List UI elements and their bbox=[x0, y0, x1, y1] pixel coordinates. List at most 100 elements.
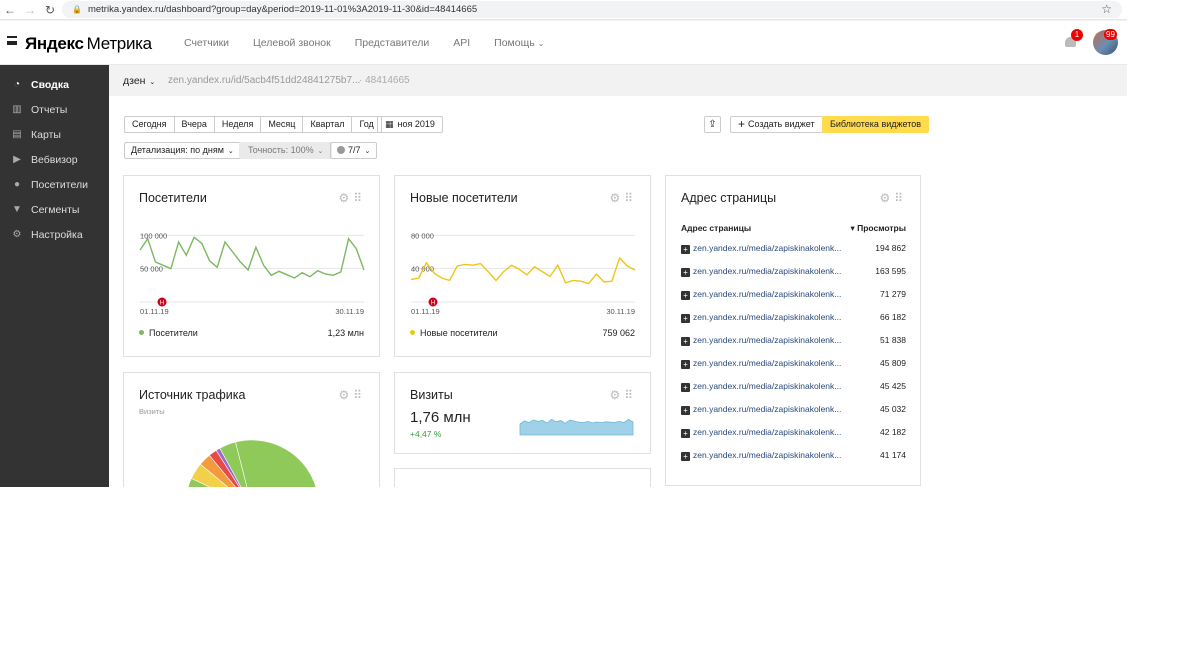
row-url[interactable]: zen.yandex.ru/media/zapiskinakolenk... bbox=[693, 266, 842, 276]
drag-handle-icon[interactable]: ⠿ bbox=[624, 388, 637, 402]
menu-icon[interactable] bbox=[7, 36, 17, 45]
logo[interactable]: Яндекс Метрика bbox=[25, 34, 152, 54]
row-url[interactable]: zen.yandex.ru/media/zapiskinakolenk... bbox=[693, 450, 842, 460]
table-row[interactable]: + zen.yandex.ru/media/zapiskinakolenk... 1… bbox=[681, 266, 906, 278]
row-url[interactable]: zen.yandex.ru/media/zapiskinakolenk... bbox=[693, 358, 842, 368]
expand-icon[interactable]: + bbox=[681, 383, 690, 392]
visitors-widget: Посетители ⚙⠿ 100 000 50 000 Н 01.11.19 30.1… bbox=[123, 175, 380, 357]
drag-handle-icon[interactable]: ⠿ bbox=[353, 388, 366, 402]
gear-icon[interactable]: ⚙ bbox=[338, 388, 354, 402]
x-tick-label: 01.11.19 bbox=[140, 307, 169, 316]
table-row[interactable]: + zen.yandex.ru/media/zapiskinakolenk... 4… bbox=[681, 450, 906, 462]
create-widget-label: Создать виджет bbox=[748, 119, 815, 129]
export-button[interactable]: ⇪ bbox=[704, 116, 721, 133]
row-url[interactable]: zen.yandex.ru/media/zapiskinakolenk... bbox=[693, 427, 842, 437]
gear-icon[interactable]: ⚙ bbox=[879, 191, 895, 205]
visits-value: 1,76 млн bbox=[410, 409, 471, 426]
expand-icon[interactable]: + bbox=[681, 337, 690, 346]
nav-representatives[interactable]: Представители bbox=[354, 37, 430, 49]
table-row[interactable]: + zen.yandex.ru/media/zapiskinakolenk... 5… bbox=[681, 335, 906, 347]
avatar-badge: 99 bbox=[1104, 29, 1117, 40]
sidebar-item-summary[interactable]: ◔ Сводка bbox=[0, 72, 109, 97]
row-url[interactable]: zen.yandex.ru/media/zapiskinakolenk... bbox=[693, 404, 842, 414]
drag-handle-icon[interactable]: ⠿ bbox=[624, 191, 637, 205]
table-row[interactable]: + zen.yandex.ru/media/zapiskinakolenk... 4… bbox=[681, 427, 906, 439]
sidebar-item-reports[interactable]: ▥ Отчеты bbox=[0, 97, 109, 122]
accuracy-dropdown[interactable]: Точность: 100% ⌄ bbox=[239, 142, 333, 159]
row-url[interactable]: zen.yandex.ru/media/zapiskinakolenk... bbox=[693, 335, 842, 345]
series-line bbox=[139, 236, 365, 279]
row-url[interactable]: zen.yandex.ru/media/zapiskinakolenk... bbox=[693, 289, 842, 299]
gear-icon[interactable]: ⚙ bbox=[338, 191, 354, 205]
segments-dropdown[interactable]: 7/7 ⌄ bbox=[330, 142, 378, 159]
period-year-button[interactable]: Год bbox=[352, 116, 382, 133]
star-icon[interactable]: ☆ bbox=[1101, 2, 1112, 16]
period-month-button[interactable]: Месяц bbox=[261, 116, 304, 133]
logo-product: Метрика bbox=[86, 34, 152, 53]
table-header: Адрес страницы ▾ Просмотры bbox=[681, 223, 906, 233]
row-views: 163 595 bbox=[875, 266, 906, 276]
expand-icon[interactable]: + bbox=[681, 314, 690, 323]
sidebar-item-visitors[interactable]: ● Посетители bbox=[0, 172, 109, 197]
table-row[interactable]: + zen.yandex.ru/media/zapiskinakolenk... 6… bbox=[681, 312, 906, 324]
detail-label: Детализация: по дням bbox=[131, 145, 224, 155]
expand-icon[interactable]: + bbox=[681, 360, 690, 369]
chevron-down-icon: ⌄ bbox=[225, 148, 234, 155]
sidebar-item-maps[interactable]: ▤ Карты bbox=[0, 122, 109, 147]
address-bar[interactable]: 🔒 metrika.yandex.ru/dashboard?group=day&… bbox=[62, 1, 1122, 18]
row-url[interactable]: zen.yandex.ru/media/zapiskinakolenk... bbox=[693, 381, 842, 391]
play-icon: ▶ bbox=[13, 154, 21, 165]
chevron-down-icon: ⌄ bbox=[537, 39, 545, 48]
bell-icon[interactable]: 1 bbox=[1064, 29, 1083, 49]
row-views: 66 182 bbox=[880, 312, 906, 322]
nav-target-call[interactable]: Целевой звонок bbox=[253, 37, 331, 49]
back-icon[interactable]: ← bbox=[4, 2, 16, 17]
sidebar-item-segments[interactable]: ▼ Сегменты bbox=[0, 197, 109, 222]
period-week-button[interactable]: Неделя bbox=[214, 116, 262, 133]
expand-icon[interactable]: + bbox=[681, 452, 690, 461]
legend-value: 1,23 млн bbox=[327, 328, 364, 338]
empty-widget bbox=[394, 468, 651, 487]
nav-api[interactable]: API bbox=[453, 37, 471, 49]
reload-icon[interactable]: ↻ bbox=[44, 2, 56, 17]
row-url[interactable]: zen.yandex.ru/media/zapiskinakolenk... bbox=[693, 312, 842, 322]
nav-counters[interactable]: Счетчики bbox=[184, 37, 230, 49]
expand-icon[interactable]: + bbox=[681, 291, 690, 300]
sidebar-item-settings[interactable]: ⚙ Настройка bbox=[0, 222, 109, 247]
period-today-button[interactable]: Сегодня bbox=[124, 116, 175, 133]
table-row[interactable]: + zen.yandex.ru/media/zapiskinakolenk... 1… bbox=[681, 243, 906, 255]
date-range-button[interactable]: ▦ ноя 2019 bbox=[377, 116, 443, 133]
detail-dropdown[interactable]: Детализация: по дням ⌄ bbox=[124, 142, 241, 159]
calendar-icon: ▦ bbox=[385, 119, 393, 129]
expand-icon[interactable]: + bbox=[681, 429, 690, 438]
sidebar-item-webvisor[interactable]: ▶ Вебвизор bbox=[0, 147, 109, 172]
table-row[interactable]: + zen.yandex.ru/media/zapiskinakolenk... 7… bbox=[681, 289, 906, 301]
drag-handle-icon[interactable]: ⠿ bbox=[894, 191, 907, 205]
sidebar-item-label: Сводка bbox=[31, 78, 69, 91]
map-icon: ▤ bbox=[12, 129, 22, 140]
period-yesterday-button[interactable]: Вчера bbox=[174, 116, 215, 133]
widget-library-button[interactable]: Библиотека виджетов bbox=[822, 116, 930, 133]
gear-icon[interactable]: ⚙ bbox=[609, 388, 625, 402]
chart-legend: Новые посетители bbox=[410, 328, 498, 338]
gauge-icon: ◔ bbox=[13, 79, 21, 90]
col-url-header: Адрес страницы bbox=[681, 223, 752, 233]
expand-icon[interactable]: + bbox=[681, 406, 690, 415]
gear-icon[interactable]: ⚙ bbox=[609, 191, 625, 205]
forward-icon[interactable]: → bbox=[24, 2, 36, 17]
period-quarter-button[interactable]: Квартал bbox=[303, 116, 353, 133]
row-url[interactable]: zen.yandex.ru/media/zapiskinakolenk... bbox=[693, 243, 842, 253]
expand-icon[interactable]: + bbox=[681, 268, 690, 277]
counter-name: дзен bbox=[123, 75, 146, 87]
table-row[interactable]: + zen.yandex.ru/media/zapiskinakolenk... 4… bbox=[681, 358, 906, 370]
create-widget-button[interactable]: + Создать виджет bbox=[730, 116, 823, 133]
col-views-header[interactable]: ▾ Просмотры bbox=[850, 223, 906, 233]
counter-selector[interactable]: дзен ⌄ bbox=[123, 75, 155, 87]
widget-tools: ⚙⠿ bbox=[338, 388, 366, 402]
table-row[interactable]: + zen.yandex.ru/media/zapiskinakolenk... 4… bbox=[681, 381, 906, 393]
table-row[interactable]: + zen.yandex.ru/media/zapiskinakolenk... 4… bbox=[681, 404, 906, 416]
new-visitors-widget: Новые посетители ⚙⠿ 80 000 40 000 Н 01.11.1… bbox=[394, 175, 651, 357]
expand-icon[interactable]: + bbox=[681, 245, 690, 254]
nav-help[interactable]: Помощь ⌄ bbox=[494, 37, 544, 49]
drag-handle-icon[interactable]: ⠿ bbox=[353, 191, 366, 205]
